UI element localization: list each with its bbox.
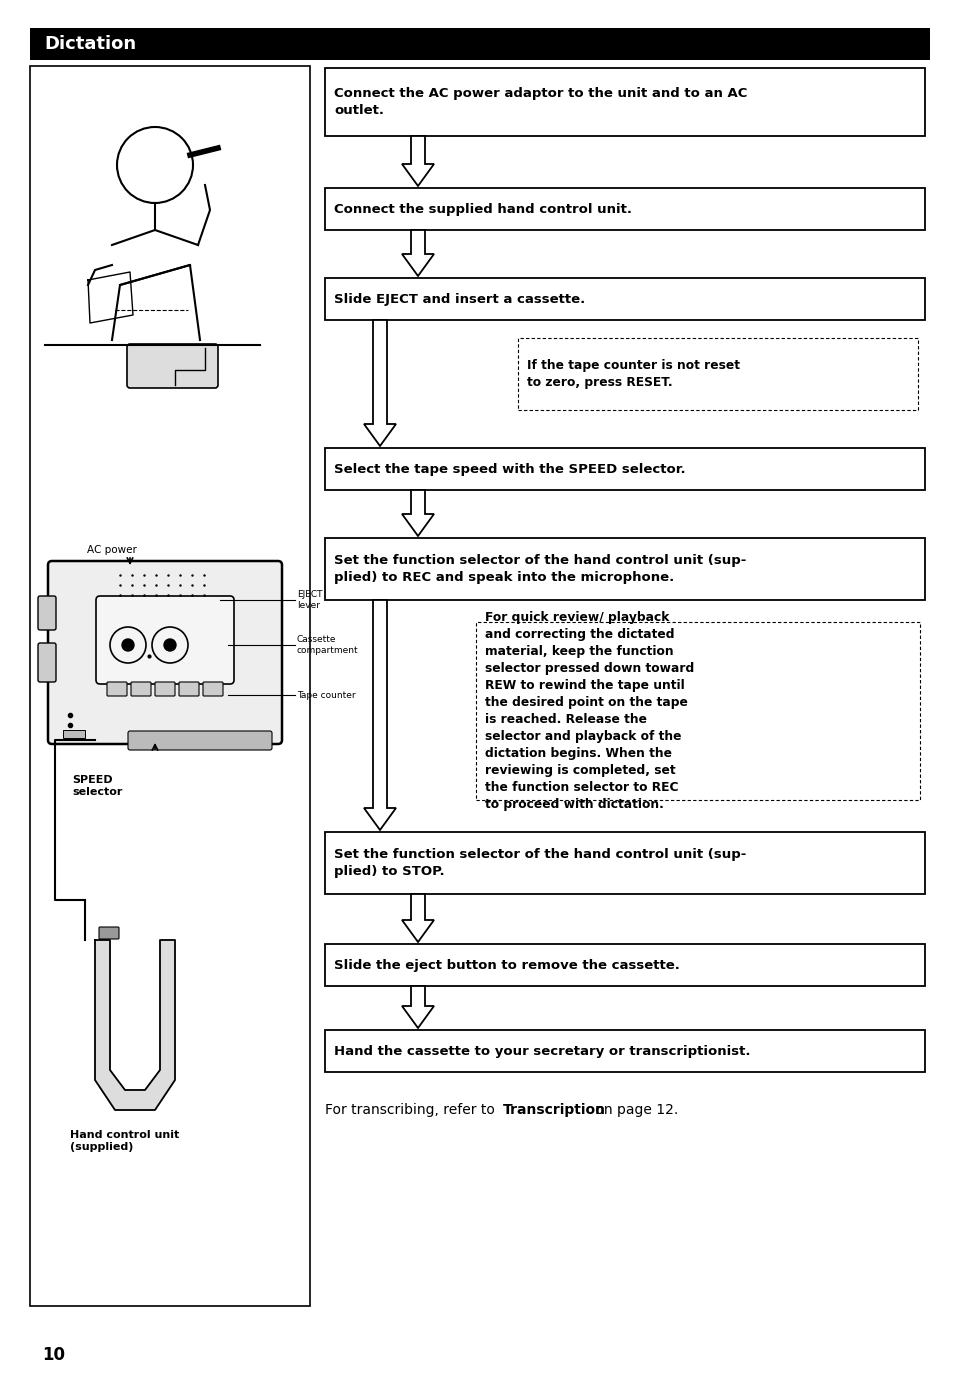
- Circle shape: [122, 638, 133, 651]
- Bar: [325, 68, 924, 135]
- Bar: [325, 944, 924, 985]
- Text: EJECT
lever: EJECT lever: [296, 590, 322, 609]
- Text: Connect the supplied hand control unit.: Connect the supplied hand control unit.: [334, 203, 631, 216]
- FancyBboxPatch shape: [96, 596, 233, 684]
- Text: Cassette
compartment: Cassette compartment: [296, 636, 358, 655]
- Bar: [517, 339, 917, 410]
- Polygon shape: [364, 600, 395, 831]
- Bar: [325, 448, 924, 491]
- Text: For transcribing, refer to: For transcribing, refer to: [325, 1103, 498, 1117]
- FancyBboxPatch shape: [127, 344, 218, 388]
- Text: SPEED
selector: SPEED selector: [71, 775, 122, 796]
- Text: Set the function selector of the hand control unit (sup-
plied) to REC and speak: Set the function selector of the hand co…: [334, 554, 745, 585]
- Polygon shape: [401, 229, 434, 276]
- Text: Slide the eject button to remove the cassette.: Slide the eject button to remove the cas…: [334, 959, 679, 972]
- Polygon shape: [401, 985, 434, 1028]
- Bar: [30, 28, 929, 59]
- Text: Dictation: Dictation: [44, 35, 136, 53]
- Text: For quick review/ playback
and correcting the dictated
material, keep the functi: For quick review/ playback and correctin…: [484, 611, 694, 811]
- Text: Hand the cassette to your secretary or transcriptionist.: Hand the cassette to your secretary or t…: [334, 1045, 750, 1057]
- Bar: [325, 538, 924, 600]
- FancyBboxPatch shape: [48, 561, 282, 744]
- FancyBboxPatch shape: [99, 927, 119, 938]
- Bar: [30, 66, 310, 1306]
- Text: If the tape counter is not reset
to zero, press RESET.: If the tape counter is not reset to zero…: [526, 359, 740, 388]
- FancyBboxPatch shape: [203, 681, 223, 697]
- FancyBboxPatch shape: [107, 681, 127, 697]
- Text: on page 12.: on page 12.: [590, 1103, 678, 1117]
- Polygon shape: [364, 321, 395, 446]
- Text: Transcription: Transcription: [502, 1103, 605, 1117]
- FancyBboxPatch shape: [179, 681, 199, 697]
- Text: Select the tape speed with the SPEED selector.: Select the tape speed with the SPEED sel…: [334, 463, 685, 475]
- Text: 10: 10: [42, 1346, 65, 1364]
- Polygon shape: [401, 491, 434, 536]
- FancyBboxPatch shape: [131, 681, 151, 697]
- Text: Slide EJECT and insert a cassette.: Slide EJECT and insert a cassette.: [334, 293, 584, 305]
- Polygon shape: [95, 940, 174, 1110]
- Bar: [476, 622, 919, 800]
- FancyBboxPatch shape: [63, 730, 85, 738]
- Text: Tape counter: Tape counter: [296, 691, 355, 699]
- FancyBboxPatch shape: [38, 596, 56, 630]
- FancyBboxPatch shape: [154, 681, 174, 697]
- Polygon shape: [401, 135, 434, 187]
- Polygon shape: [401, 894, 434, 943]
- FancyBboxPatch shape: [38, 643, 56, 681]
- Bar: [325, 1030, 924, 1072]
- Bar: [325, 188, 924, 229]
- Text: AC power: AC power: [87, 545, 136, 556]
- Bar: [325, 832, 924, 894]
- Text: Connect the AC power adaptor to the unit and to an AC
outlet.: Connect the AC power adaptor to the unit…: [334, 87, 746, 117]
- Bar: [325, 278, 924, 321]
- Text: Hand control unit
(supplied): Hand control unit (supplied): [70, 1130, 179, 1151]
- FancyBboxPatch shape: [128, 731, 272, 750]
- Text: Set the function selector of the hand control unit (sup-
plied) to STOP.: Set the function selector of the hand co…: [334, 849, 745, 878]
- Circle shape: [164, 638, 175, 651]
